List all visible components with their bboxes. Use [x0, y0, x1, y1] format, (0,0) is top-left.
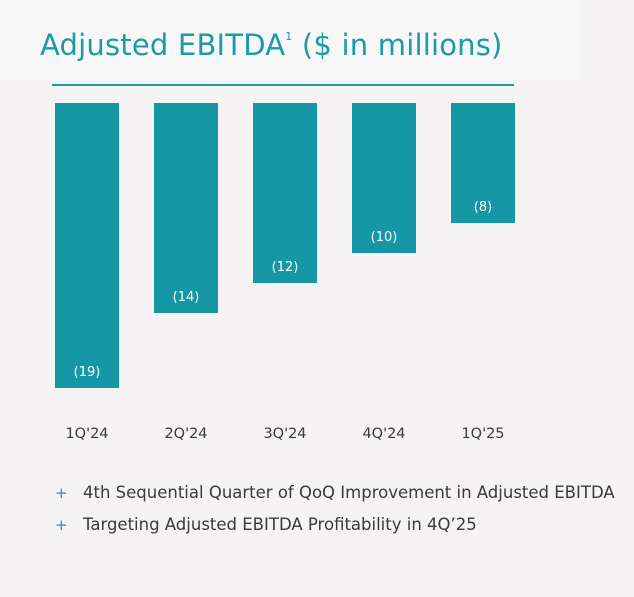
title-band [0, 0, 580, 80]
x-tick-label: 3Q'24 [263, 426, 306, 442]
title-main: Adjusted EBITDA [40, 28, 286, 62]
x-tick-label: 4Q'24 [362, 426, 405, 442]
data-label: (19) [74, 365, 101, 380]
bullet-item: + 4th Sequential Quarter of QoQ Improvem… [55, 482, 615, 504]
x-tick-label: 2Q'24 [164, 426, 207, 442]
data-label: (12) [272, 260, 299, 275]
title-divider [52, 84, 514, 86]
data-label: (10) [371, 230, 398, 245]
title-unit: ($ in millions) [301, 28, 503, 62]
bullet-list: + 4th Sequential Quarter of QoQ Improvem… [55, 482, 615, 546]
data-label: (8) [474, 200, 492, 215]
x-tick-label: 1Q'24 [65, 426, 108, 442]
ebitda-bar-chart: (19) 1Q'24 (14) 2Q'24 (12) 3Q'24 (10) 4Q'24 (8) 1… [55, 103, 515, 442]
bar-1Q'24 [55, 103, 119, 388]
bar-2Q'24 [154, 103, 218, 313]
bullet-item: + Targeting Adjusted EBITDA Profitabilit… [55, 514, 615, 536]
bullet-text: 4th Sequential Quarter of QoQ Improvemen… [83, 483, 615, 502]
data-label: (14) [173, 290, 200, 305]
title-footnote-marker: 1 [285, 30, 293, 43]
bullet-text: Targeting Adjusted EBITDA Profitability … [83, 515, 477, 534]
plus-icon: + [55, 516, 68, 534]
plus-icon: + [55, 484, 68, 502]
bar-1Q'25 [451, 103, 515, 223]
bar-3Q'24 [253, 103, 317, 283]
x-tick-label: 1Q'25 [461, 426, 504, 442]
bar-4Q'24 [352, 103, 416, 253]
page-title: Adjusted EBITDA1 ($ in millions) [40, 28, 503, 62]
